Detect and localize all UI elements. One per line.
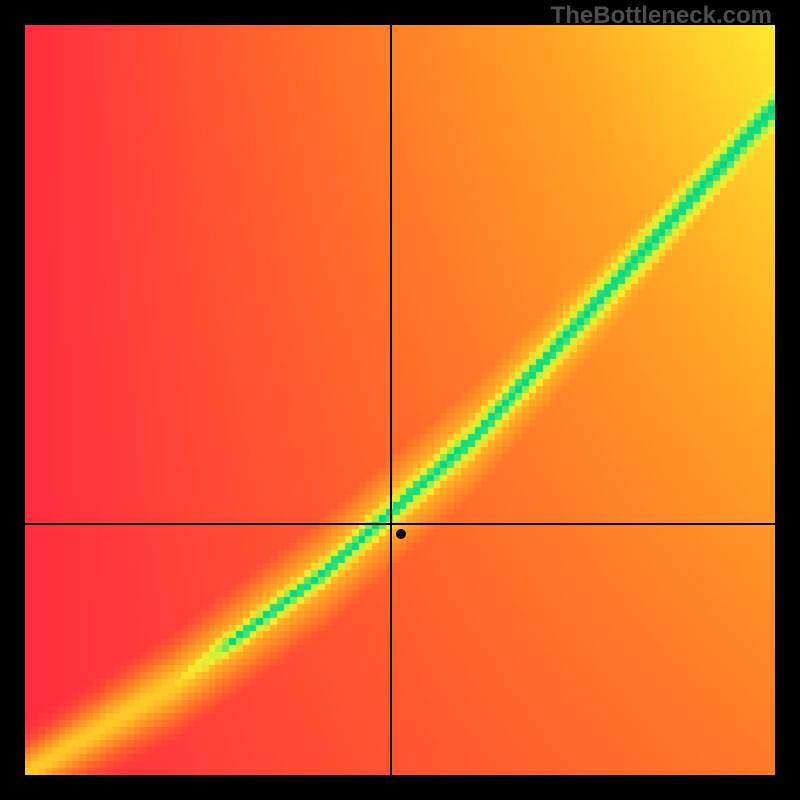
- crosshair-horizontal-line: [25, 523, 775, 525]
- selected-point-marker: [396, 529, 406, 539]
- watermark-label: TheBottleneck.com: [551, 2, 772, 30]
- crosshair-vertical-line: [390, 25, 392, 775]
- bottleneck-heatmap: [25, 25, 775, 775]
